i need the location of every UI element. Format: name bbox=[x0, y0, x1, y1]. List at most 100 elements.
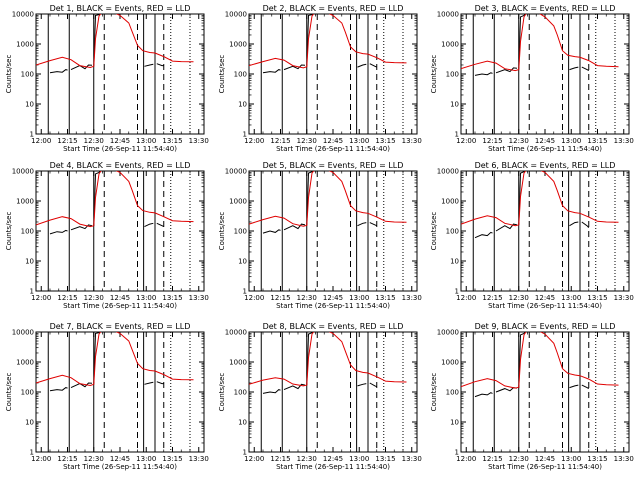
series-line-events bbox=[156, 222, 165, 228]
x-tick-label: 13:30 bbox=[402, 294, 422, 302]
x-tick-label: 12:15 bbox=[482, 137, 502, 145]
x-axis-label: Start Time (26-Sep-11 11:54:40) bbox=[276, 463, 390, 471]
x-tick-label: 12:30 bbox=[84, 294, 104, 302]
y-axis-label: Counts/sec bbox=[218, 55, 226, 94]
series-line-events bbox=[49, 387, 68, 392]
x-tick-label: 12:45 bbox=[535, 455, 555, 463]
x-tick-label: 13:15 bbox=[375, 294, 395, 302]
series-line-events bbox=[357, 63, 367, 68]
y-tick-label: 1000 bbox=[16, 41, 34, 49]
y-tick-label: 1000 bbox=[16, 359, 34, 367]
series-line-events bbox=[569, 66, 579, 71]
y-axis-label: Counts/sec bbox=[430, 55, 438, 94]
series-line-events bbox=[156, 381, 164, 385]
series-line-events bbox=[93, 171, 103, 226]
series-lld bbox=[249, 332, 407, 387]
y-tick-label: 10 bbox=[238, 419, 247, 427]
x-axis-label: Start Time (26-Sep-11 11:54:40) bbox=[488, 145, 602, 153]
y-tick-label: 100 bbox=[234, 228, 247, 236]
series-line-events bbox=[357, 383, 367, 387]
series-line-events bbox=[306, 332, 316, 386]
x-tick-label: 13:30 bbox=[402, 455, 422, 463]
x-tick-label: 13:15 bbox=[587, 137, 607, 145]
series-line-events bbox=[369, 222, 378, 227]
panel-title: Det 9, BLACK = Events, RED = LLD bbox=[475, 322, 616, 331]
x-tick-label: 12:15 bbox=[482, 294, 502, 302]
y-tick-label: 10 bbox=[25, 419, 34, 427]
series-line-events bbox=[306, 171, 316, 225]
series-line-events bbox=[156, 63, 164, 67]
series-line-events bbox=[569, 384, 579, 389]
series-line-events bbox=[262, 389, 281, 394]
series-events bbox=[262, 332, 378, 394]
x-tick-label: 13:00 bbox=[136, 137, 156, 145]
y-axis-label: Counts/sec bbox=[5, 212, 13, 251]
x-tick-label: 12:45 bbox=[323, 294, 343, 302]
series-line-events bbox=[369, 63, 378, 68]
x-axis-label: Start Time (26-Sep-11 11:54:40) bbox=[276, 145, 390, 153]
x-tick-label: 12:30 bbox=[509, 294, 529, 302]
y-tick-label: 100 bbox=[446, 389, 459, 397]
x-axis-label: Start Time (26-Sep-11 11:54:40) bbox=[488, 302, 602, 310]
y-tick-label: 100 bbox=[21, 389, 34, 397]
y-axis-label: Counts/sec bbox=[430, 212, 438, 251]
x-tick-label: 12:00 bbox=[31, 294, 51, 302]
series-events bbox=[49, 171, 165, 235]
series-line-events bbox=[581, 66, 590, 72]
series-events bbox=[49, 14, 164, 74]
series-line-events bbox=[518, 332, 528, 389]
y-tick-label: 1 bbox=[455, 449, 459, 457]
panel-det-1: Det 1, BLACK = Events, RED = LLD 1 10 100 10… bbox=[5, 4, 209, 153]
series-events bbox=[49, 332, 164, 392]
series-lld bbox=[36, 171, 194, 228]
series-line-events bbox=[70, 224, 93, 231]
y-tick-label: 10 bbox=[450, 258, 459, 266]
series-line-events bbox=[581, 384, 590, 390]
y-tick-label: 1 bbox=[243, 449, 247, 457]
x-tick-label: 13:00 bbox=[136, 455, 156, 463]
x-tick-label: 12:15 bbox=[57, 294, 77, 302]
y-tick-label: 1000 bbox=[229, 41, 247, 49]
x-tick-label: 13:15 bbox=[587, 294, 607, 302]
y-tick-label: 10 bbox=[238, 101, 247, 109]
y-tick-label: 10 bbox=[25, 101, 34, 109]
series-lld bbox=[36, 14, 194, 69]
series-line-events bbox=[144, 381, 154, 385]
x-tick-label: 12:15 bbox=[57, 455, 77, 463]
series-line-events bbox=[262, 229, 281, 234]
y-tick-label: 1000 bbox=[441, 359, 459, 367]
y-tick-label: 1000 bbox=[441, 198, 459, 206]
y-tick-label: 1 bbox=[455, 288, 459, 296]
panel-title: Det 8, BLACK = Events, RED = LLD bbox=[263, 322, 404, 331]
panel-det-9: Det 9, BLACK = Events, RED = LLD 1 10 100 10… bbox=[430, 322, 634, 471]
y-tick-label: 10000 bbox=[225, 11, 247, 19]
x-tick-label: 13:00 bbox=[561, 137, 581, 145]
panel-title: Det 5, BLACK = Events, RED = LLD bbox=[263, 161, 404, 170]
series-line-events bbox=[93, 14, 103, 66]
x-tick-label: 12:00 bbox=[456, 137, 476, 145]
x-tick-label: 12:00 bbox=[244, 137, 264, 145]
series-lld bbox=[249, 171, 407, 227]
x-tick-label: 12:15 bbox=[270, 455, 290, 463]
x-tick-label: 12:45 bbox=[110, 294, 130, 302]
y-tick-label: 100 bbox=[21, 71, 34, 79]
series-line-events bbox=[93, 332, 103, 384]
y-tick-label: 1000 bbox=[441, 41, 459, 49]
panel-det-6: Det 6, BLACK = Events, RED = LLD 1 10 100 10… bbox=[430, 161, 634, 310]
y-tick-label: 1000 bbox=[229, 198, 247, 206]
y-axis-label: Counts/sec bbox=[218, 373, 226, 412]
x-tick-label: 12:45 bbox=[535, 137, 555, 145]
series-line-events bbox=[144, 222, 154, 228]
x-tick-label: 13:30 bbox=[614, 137, 634, 145]
x-tick-label: 12:30 bbox=[509, 137, 529, 145]
series-line-lld bbox=[461, 14, 619, 72]
y-tick-label: 1 bbox=[30, 288, 34, 296]
y-tick-label: 1 bbox=[243, 288, 247, 296]
series-line-lld bbox=[249, 171, 407, 227]
panel-det-4: Det 4, BLACK = Events, RED = LLD 1 10 100 10… bbox=[5, 161, 209, 310]
series-line-events bbox=[581, 221, 590, 228]
x-tick-label: 12:30 bbox=[297, 455, 317, 463]
x-tick-label: 13:30 bbox=[189, 455, 209, 463]
series-line-events bbox=[283, 383, 306, 391]
